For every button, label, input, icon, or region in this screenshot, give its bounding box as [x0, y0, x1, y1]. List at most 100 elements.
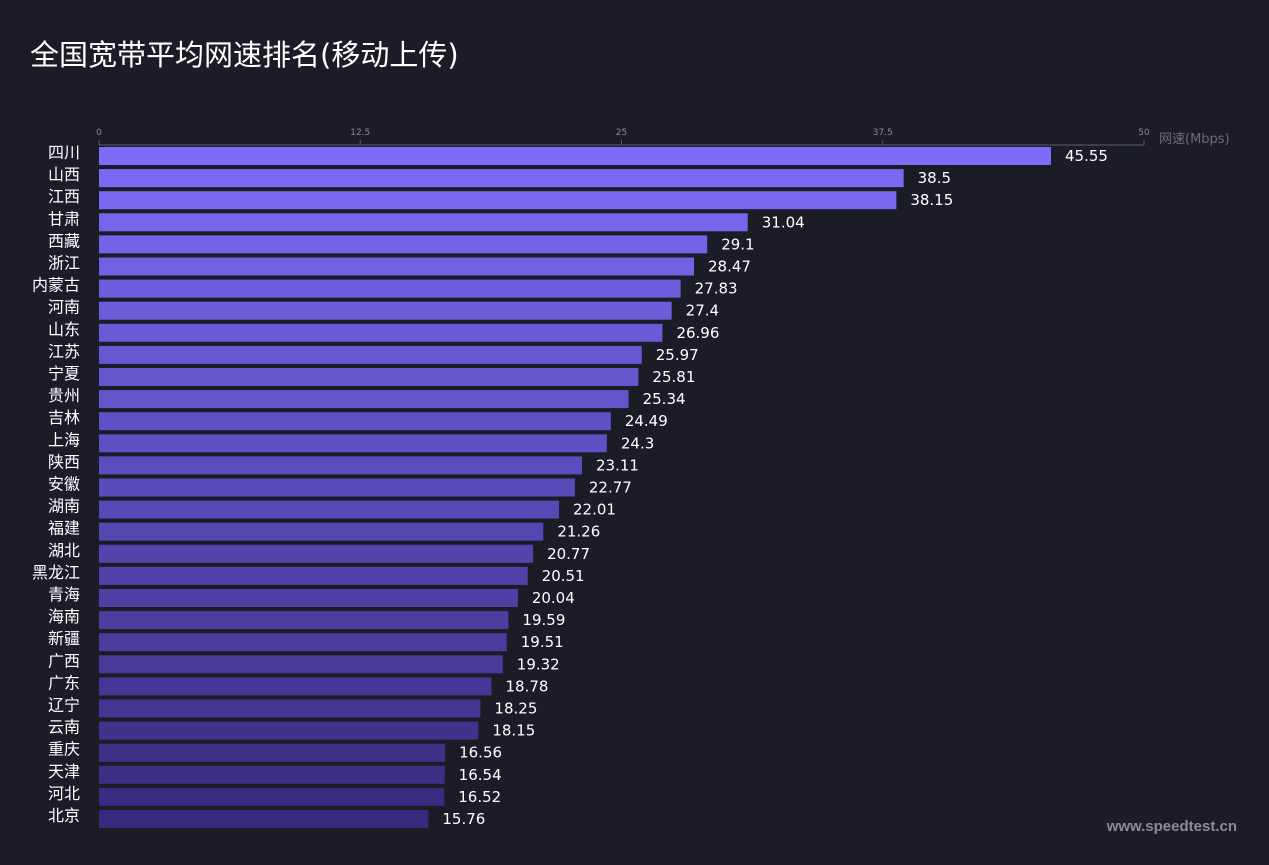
category-label: 西藏 — [48, 231, 80, 250]
category-label: 山东 — [48, 320, 80, 339]
bar — [99, 699, 481, 718]
value-label: 22.01 — [573, 501, 616, 519]
category-label: 海南 — [48, 607, 80, 626]
category-label: 陕西 — [48, 452, 80, 471]
value-label: 24.3 — [621, 434, 654, 452]
value-label: 18.15 — [492, 722, 535, 740]
value-label: 20.51 — [542, 567, 585, 585]
watermark: www.speedtest.cn — [1106, 818, 1237, 835]
x-tick-label: 12.5 — [350, 128, 370, 138]
bar — [99, 633, 507, 652]
category-label: 湖北 — [48, 541, 80, 560]
value-label: 20.77 — [547, 545, 590, 563]
category-label: 广东 — [48, 673, 80, 692]
bar — [99, 456, 582, 475]
bar — [99, 368, 639, 386]
category-label: 内蒙古 — [32, 276, 80, 295]
value-label: 21.26 — [557, 523, 600, 541]
bar — [99, 147, 1051, 165]
bar — [99, 169, 904, 188]
x-axis-label: 网速(Mbps) — [1159, 132, 1230, 147]
category-label: 甘肃 — [48, 209, 80, 228]
x-tick-label: 50 — [1138, 128, 1150, 138]
category-label: 山西 — [48, 165, 80, 184]
x-tick-label: 0 — [96, 128, 102, 138]
value-label: 18.25 — [494, 700, 537, 718]
bar — [99, 677, 492, 696]
value-label: 38.5 — [918, 169, 951, 187]
category-label: 上海 — [48, 430, 80, 449]
value-label: 28.47 — [708, 258, 751, 276]
x-tick-label: 25 — [616, 128, 627, 138]
bar — [99, 345, 642, 364]
value-label: 31.04 — [762, 213, 805, 231]
bar — [99, 522, 544, 541]
bar — [99, 279, 681, 298]
category-label: 福建 — [48, 519, 80, 538]
category-label: 四川 — [48, 143, 80, 162]
bar — [99, 589, 518, 607]
bar — [99, 213, 748, 232]
bar — [99, 478, 575, 497]
category-label: 江苏 — [48, 342, 80, 361]
value-label: 24.49 — [625, 412, 668, 430]
value-label: 25.34 — [643, 390, 686, 408]
bar — [99, 323, 663, 342]
value-label: 15.76 — [442, 810, 485, 828]
bar — [99, 611, 509, 630]
bar — [99, 235, 708, 254]
bar — [99, 500, 560, 519]
value-label: 25.81 — [652, 368, 695, 386]
bar — [99, 721, 479, 740]
value-label: 23.11 — [596, 456, 639, 474]
bar — [99, 301, 672, 320]
bar — [99, 191, 897, 210]
category-label: 宁夏 — [48, 364, 80, 383]
value-label: 20.04 — [532, 589, 575, 607]
category-label: 新疆 — [48, 629, 80, 648]
value-label: 25.97 — [656, 346, 699, 364]
category-label: 云南 — [48, 718, 80, 737]
value-label: 22.77 — [589, 479, 632, 497]
x-tick-label: 37.5 — [873, 128, 893, 138]
bar — [99, 810, 429, 828]
category-label: 湖南 — [48, 497, 80, 516]
chart-title: 全国宽带平均网速排名(移动上传) — [30, 38, 459, 72]
category-label: 广西 — [48, 651, 80, 670]
category-label: 吉林 — [48, 408, 80, 427]
value-label: 26.96 — [676, 324, 719, 342]
value-label: 29.1 — [721, 235, 754, 253]
bar — [99, 257, 695, 276]
category-label: 江西 — [48, 187, 80, 206]
value-label: 19.51 — [521, 633, 564, 651]
value-label: 18.78 — [506, 677, 549, 695]
value-label: 16.52 — [458, 788, 501, 806]
value-label: 38.15 — [910, 191, 953, 209]
bar — [99, 434, 607, 453]
category-label: 黑龙江 — [32, 563, 80, 582]
bar — [99, 412, 611, 431]
value-label: 16.54 — [459, 766, 502, 784]
category-label: 河北 — [48, 784, 80, 803]
bar — [99, 566, 528, 585]
value-label: 19.59 — [522, 611, 565, 629]
bar — [99, 655, 503, 674]
value-label: 27.83 — [695, 280, 738, 298]
category-label: 河南 — [48, 298, 80, 317]
bar — [99, 787, 445, 806]
value-label: 45.55 — [1065, 147, 1108, 165]
bar — [99, 765, 445, 784]
category-label: 天津 — [48, 762, 80, 781]
category-label: 青海 — [48, 585, 80, 604]
category-label: 安徽 — [48, 475, 80, 494]
category-label: 重庆 — [48, 740, 80, 759]
category-label: 浙江 — [48, 254, 80, 273]
category-label: 贵州 — [48, 386, 80, 405]
bar — [99, 743, 446, 762]
category-label: 北京 — [48, 806, 80, 825]
value-label: 19.32 — [517, 655, 560, 673]
value-label: 16.56 — [459, 744, 502, 762]
bar — [99, 544, 534, 563]
category-label: 辽宁 — [48, 696, 80, 715]
